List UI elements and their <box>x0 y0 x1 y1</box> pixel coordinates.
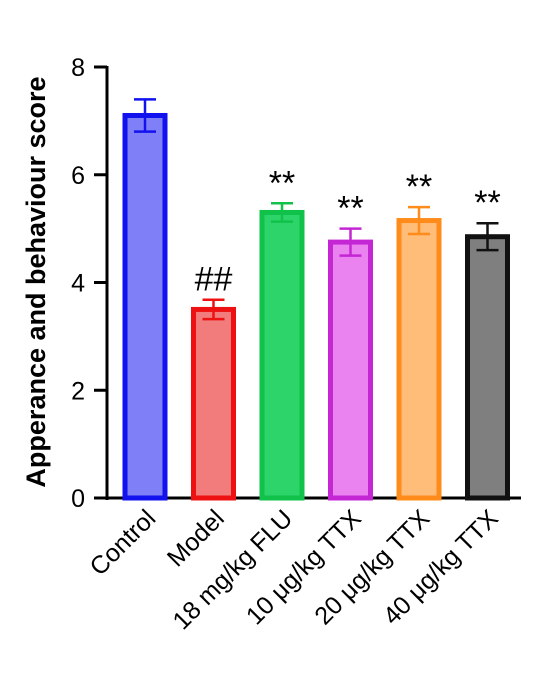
bar <box>396 218 442 501</box>
bar <box>122 112 168 501</box>
significance-label: ## <box>195 261 233 299</box>
bars <box>122 112 510 501</box>
axes: 0 2 4 6 8 <box>71 54 521 513</box>
y-axis-title-group: Apperance and behaviour score <box>21 76 51 487</box>
bar <box>259 209 305 501</box>
x-tick-label: Control <box>84 504 161 581</box>
bar <box>465 234 510 501</box>
bar <box>191 306 236 501</box>
x-tick-label: 18 mg/kg FLU <box>167 504 298 635</box>
y-tick-label: 6 <box>71 162 85 190</box>
significance-label: ** <box>406 168 432 206</box>
y-axis-title: Apperance and behaviour score <box>21 76 51 487</box>
y-tick-label: 2 <box>71 377 85 405</box>
significance-label: ** <box>337 190 363 228</box>
significance-label: ** <box>269 164 295 202</box>
y-tick-label: 8 <box>71 54 85 82</box>
y-tick-label: 0 <box>71 485 85 513</box>
significance-labels: ## ** ** ** ** <box>195 164 501 298</box>
error-bars <box>134 98 499 321</box>
bar <box>328 239 373 501</box>
y-tick-label: 4 <box>71 270 85 298</box>
significance-label: ** <box>474 184 500 222</box>
